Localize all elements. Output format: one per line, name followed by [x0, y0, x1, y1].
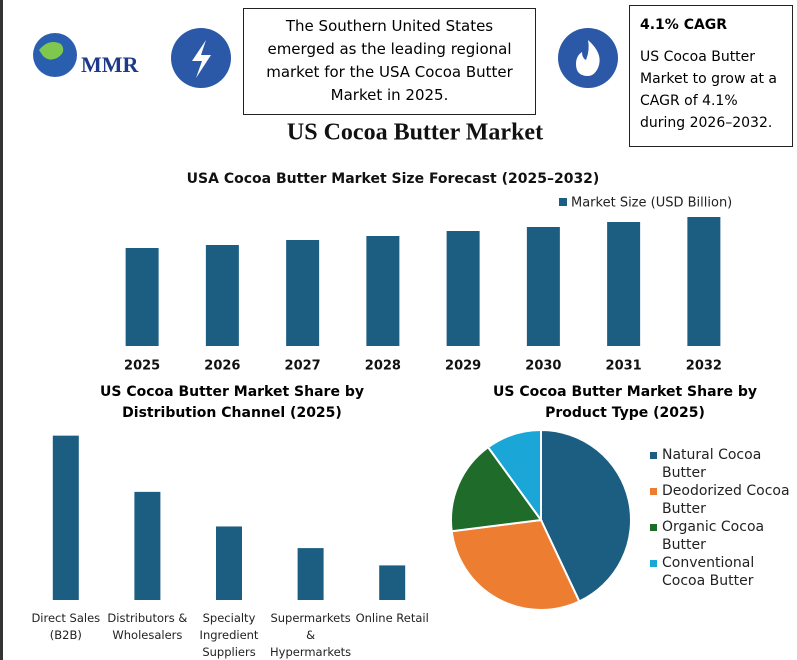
x-tick-label: 2026: [204, 359, 240, 374]
x-tick-label: 2030: [525, 359, 561, 374]
bar: [366, 236, 400, 346]
cagr-box: 4.1% CAGR US Cocoa Butter Market to grow…: [629, 5, 793, 147]
bar: [379, 565, 406, 600]
bar: [216, 526, 242, 600]
bar: [286, 240, 320, 346]
x-tick-label: Direct Sales (B2B): [31, 611, 101, 642]
legend-label: Market Size (USD Billion): [571, 196, 732, 211]
x-tick-label: Specialty Ingredient Suppliers: [199, 611, 259, 659]
pie-slice: [450, 518, 581, 611]
legend-label: Natural Cocoa Butter: [662, 447, 762, 481]
x-tick-label: 2031: [606, 359, 642, 374]
chart-title: US Cocoa Butter Market Share by Distribu…: [100, 384, 364, 421]
bar: [134, 491, 161, 600]
logo-text: MMR: [81, 52, 140, 77]
main-title: US Cocoa Butter Market: [287, 120, 543, 146]
legend-marker: [650, 452, 657, 459]
bar: [526, 227, 560, 346]
legend-label: Organic Cocoa Butter: [662, 519, 765, 553]
pie-slice: [486, 428, 542, 524]
chart-title: US Cocoa Butter Market Share by Product …: [493, 384, 757, 421]
chart-canvas: MMR US Cocoa Butter Market USA Cocoa But…: [33, 28, 732, 611]
icon-flame: [576, 40, 600, 76]
legend-label: Deodorized Cocoa Butter: [662, 483, 790, 517]
legend-marker: [650, 524, 657, 531]
pie-slice: [540, 428, 632, 603]
bar: [205, 245, 239, 346]
x-tick-label: 2032: [686, 359, 722, 374]
x-tick-label: Online Retail: [355, 611, 429, 625]
logo-land: [39, 42, 64, 60]
headline: The Southern United States emerged as th…: [266, 17, 513, 104]
pie-slice: [450, 445, 543, 533]
bar: [125, 248, 159, 346]
bar: [446, 231, 480, 346]
legend-marker: [650, 560, 657, 567]
legend-label: Conventional Cocoa Butter: [662, 555, 755, 589]
x-tick-label: 2027: [285, 359, 321, 374]
bar: [607, 222, 641, 346]
legend-marker: [559, 198, 567, 206]
x-tick-label: 2028: [365, 359, 401, 374]
cagr-text: US Cocoa Butter Market to grow at a CAGR…: [640, 49, 777, 131]
bar: [52, 435, 79, 600]
x-tick-label: Supermarkets & Hypermarkets: [270, 611, 352, 659]
cagr-title: 4.1% CAGR: [640, 17, 728, 33]
x-tick-label: Distributors & Wholesalers: [107, 611, 188, 642]
headline-box: The Southern United States emerged as th…: [243, 8, 536, 115]
icon-bolt: [192, 40, 211, 78]
x-tick-label: 2029: [445, 359, 481, 374]
bar: [687, 217, 721, 346]
x-tick-label: 2025: [124, 359, 160, 374]
bar: [297, 548, 324, 600]
legend-marker: [650, 488, 657, 495]
chart-title: USA Cocoa Butter Market Size Forecast (2…: [187, 171, 600, 187]
